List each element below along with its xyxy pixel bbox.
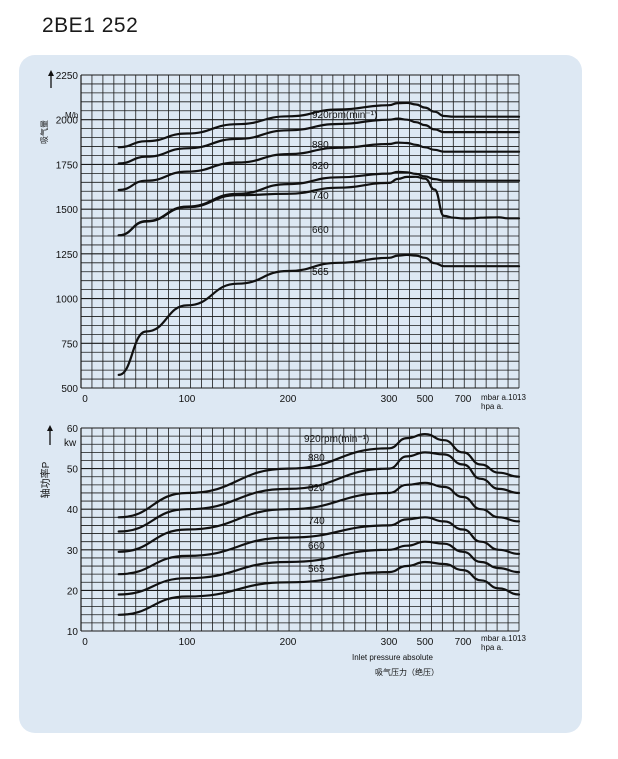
x-tick-label: 300 [381,394,398,405]
y-tick-label: 30 [67,546,79,557]
curve-label: 660 [308,541,325,552]
x-unit-label-2: hpa a. [481,402,503,411]
y-tick-label: 2250 [56,71,79,82]
curve-label: 920rpm(min⁻¹) [312,110,377,121]
curve-label: 740 [308,516,325,527]
y-axis-label: 吸气量 [39,120,49,144]
curve-label: 880 [312,140,329,151]
chart-panel [19,55,582,733]
x-axis-label-cn: 吸气压力（绝压） [375,667,439,677]
x-unit-label: mbar a.1013 [481,634,526,643]
y-tick-label: 40 [67,505,79,516]
curve-label: 920rpm(min⁻¹) [304,434,369,445]
x-tick-label: 700 [455,394,472,405]
y-tick-label: 2000 [56,116,79,127]
series-line [117,451,521,533]
y-tick-label: 10 [67,627,79,638]
y-tick-label: 1500 [56,205,79,216]
y-tick-label: 500 [61,384,78,395]
x-tick-label: 100 [179,394,196,405]
series-line [117,253,521,376]
y-axis-label: 轴功率P [39,461,52,498]
curve-label: 660 [312,225,329,236]
series-line [117,117,521,165]
x-tick-label: 200 [280,637,297,648]
series-line [117,101,521,149]
series-line [117,540,521,596]
x-axis-label: Inlet pressure absolute [352,653,433,662]
y-tick-label: 20 [67,586,79,597]
y-unit-label: M/h [65,111,78,120]
x-tick-label: 0 [82,637,88,648]
curve-label: 820 [308,483,325,494]
y-axis-arrowhead [47,425,53,431]
y-tick-label: 1750 [56,160,79,171]
page-title: 2BE1 252 [42,14,139,37]
series-line [117,560,521,616]
x-unit-label-2: hpa a. [481,643,503,652]
y-tick-label: 60 [67,424,79,435]
series-line [117,170,521,237]
series-line [117,175,521,237]
curve-label: 740 [312,191,329,202]
series-line [117,141,521,192]
y-tick-label: 50 [67,465,79,476]
x-tick-label: 0 [82,394,88,405]
x-tick-label: 500 [417,394,434,405]
y-tick-label: 1000 [56,295,79,306]
x-tick-label: 500 [417,637,434,648]
y-unit-label: kw [64,438,77,449]
y-tick-label: 750 [61,339,78,350]
curve-label: 820 [312,161,329,172]
x-tick-label: 300 [381,637,398,648]
series-line [117,433,521,519]
series-line [117,516,521,576]
x-tick-label: 700 [455,637,472,648]
curve-label: 565 [308,564,325,575]
y-tick-label: 1250 [56,250,79,261]
y-axis-arrowhead [48,70,54,76]
curve-label: 880 [308,453,325,464]
series-line [117,481,521,553]
x-tick-label: 100 [179,637,196,648]
curve-label: 565 [312,267,329,278]
x-tick-label: 200 [280,394,297,405]
x-unit-label: mbar a.1013 [481,393,526,402]
